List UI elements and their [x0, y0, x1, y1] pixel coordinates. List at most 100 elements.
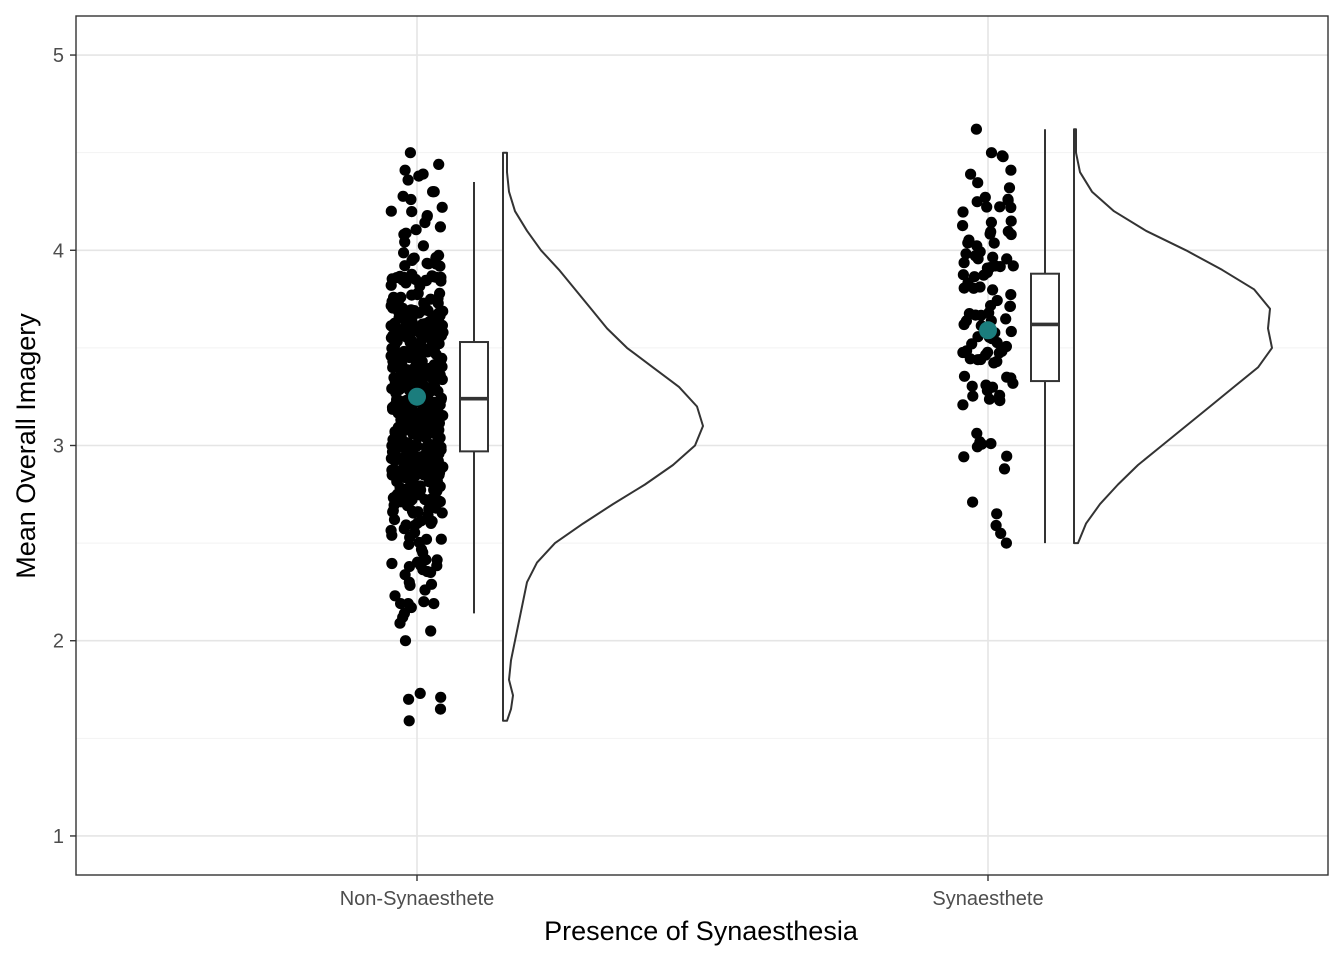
data-point	[408, 252, 420, 264]
data-point	[390, 404, 402, 416]
mean-point	[979, 321, 997, 340]
y-tick-label: 1	[53, 826, 64, 848]
half-violin-layer	[502, 128, 1273, 722]
data-point	[409, 464, 422, 476]
data-point	[978, 269, 990, 281]
data-point	[410, 481, 422, 493]
data-point	[436, 201, 448, 213]
data-point	[408, 305, 420, 317]
data-point	[398, 469, 410, 481]
data-point	[967, 496, 979, 508]
data-point	[1000, 537, 1013, 549]
data-point	[1000, 313, 1012, 325]
mean-point	[408, 387, 426, 406]
data-point	[987, 251, 999, 263]
data-point	[972, 253, 984, 265]
data-point	[386, 529, 398, 541]
data-point	[960, 315, 973, 327]
data-point	[960, 248, 972, 260]
data-point	[399, 260, 411, 272]
data-point	[418, 596, 430, 608]
data-point	[427, 186, 439, 198]
boxplot-layer	[459, 129, 1060, 614]
data-point	[422, 509, 434, 521]
data-point	[414, 369, 426, 381]
data-point	[971, 196, 983, 208]
data-point	[434, 357, 446, 369]
data-point	[403, 715, 415, 727]
data-point	[1000, 340, 1013, 353]
data-point	[403, 693, 415, 705]
data-point	[400, 442, 412, 454]
data-point	[413, 352, 425, 364]
data-point	[387, 434, 399, 446]
data-point	[985, 438, 997, 450]
data-point	[420, 533, 433, 545]
data-point	[983, 393, 996, 405]
data-point	[410, 273, 422, 286]
data-point	[434, 703, 447, 715]
x-axis-title: Presence of Synaesthesia	[544, 916, 859, 946]
data-point	[421, 210, 433, 222]
data-point	[432, 385, 444, 397]
data-point	[970, 123, 983, 135]
jitter-points-layer	[385, 123, 1019, 727]
data-point	[1003, 182, 1016, 194]
data-point	[406, 206, 418, 218]
data-point	[990, 519, 1002, 532]
data-point	[428, 372, 440, 384]
data-point	[987, 284, 999, 296]
data-point	[425, 566, 437, 579]
data-point	[417, 409, 430, 421]
data-point	[958, 282, 970, 294]
data-point	[965, 168, 977, 180]
data-point	[394, 617, 406, 629]
data-point	[989, 260, 1001, 272]
data-point	[994, 201, 1006, 213]
data-point	[399, 236, 411, 248]
data-point	[1005, 289, 1017, 301]
data-point	[428, 598, 440, 610]
data-point	[417, 546, 429, 559]
data-point	[424, 386, 436, 398]
data-point	[427, 310, 439, 322]
data-point	[404, 365, 416, 377]
data-point	[422, 258, 434, 270]
y-tick-label: 4	[53, 240, 64, 262]
data-point	[985, 216, 998, 228]
data-point	[985, 147, 998, 159]
data-point	[958, 370, 971, 382]
data-point	[421, 461, 433, 473]
data-point	[409, 519, 421, 532]
data-point	[984, 228, 996, 240]
data-point	[998, 463, 1011, 475]
data-point	[399, 635, 412, 647]
data-point	[405, 193, 417, 206]
grid-layer	[76, 16, 1328, 875]
data-point	[993, 394, 1006, 406]
data-point	[426, 427, 438, 439]
density-half-violin	[1073, 128, 1273, 545]
x-tick-label: Non-Synaesthete	[340, 888, 495, 910]
data-point	[394, 324, 406, 336]
data-point	[391, 393, 403, 405]
data-point	[996, 150, 1008, 162]
data-point	[398, 523, 410, 535]
data-point	[972, 177, 984, 189]
data-point	[435, 533, 447, 545]
data-point	[392, 373, 404, 385]
data-point	[386, 464, 398, 476]
data-point	[402, 174, 414, 186]
data-point	[437, 410, 449, 422]
y-axis-title: Mean Overall Imagery	[11, 313, 41, 579]
data-point	[1001, 450, 1013, 462]
data-point	[419, 302, 431, 314]
data-point	[414, 451, 427, 463]
data-point	[399, 164, 411, 176]
data-point	[435, 691, 447, 703]
data-point	[434, 496, 446, 508]
data-point	[403, 376, 415, 388]
data-point	[436, 373, 448, 386]
data-point	[432, 331, 444, 343]
